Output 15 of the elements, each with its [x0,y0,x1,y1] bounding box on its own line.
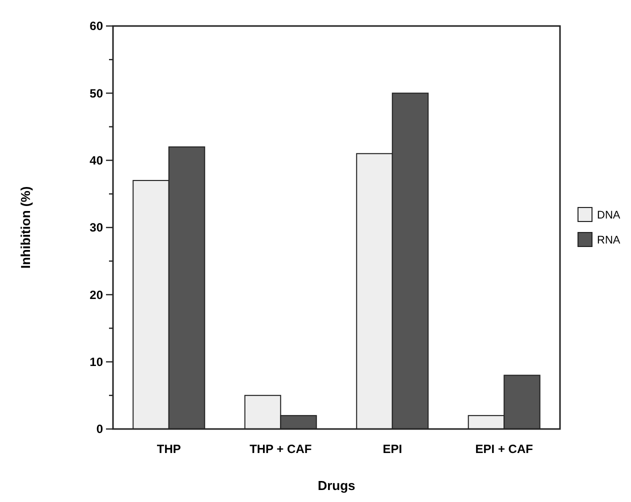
y-axis-title: Inhibition (%) [18,186,33,269]
x-tick-label: EPI + CAF [475,442,533,456]
y-tick-label: 20 [90,288,104,302]
x-axis-title: Drugs [318,478,356,493]
x-tick-label: THP + CAF [250,442,312,456]
x-tick-label: THP [156,442,181,456]
y-tick-label: 60 [90,19,104,34]
y-tick-label: 10 [90,355,104,370]
x-tick-label: EPI [382,442,402,456]
y-tick-label: 40 [90,154,104,168]
y-tick-label: 30 [90,220,104,235]
y-tick-label: 0 [96,422,104,436]
legend-label: DNA [597,209,621,222]
legend-label: RNA [597,234,621,246]
y-tick-label: 50 [90,86,104,100]
